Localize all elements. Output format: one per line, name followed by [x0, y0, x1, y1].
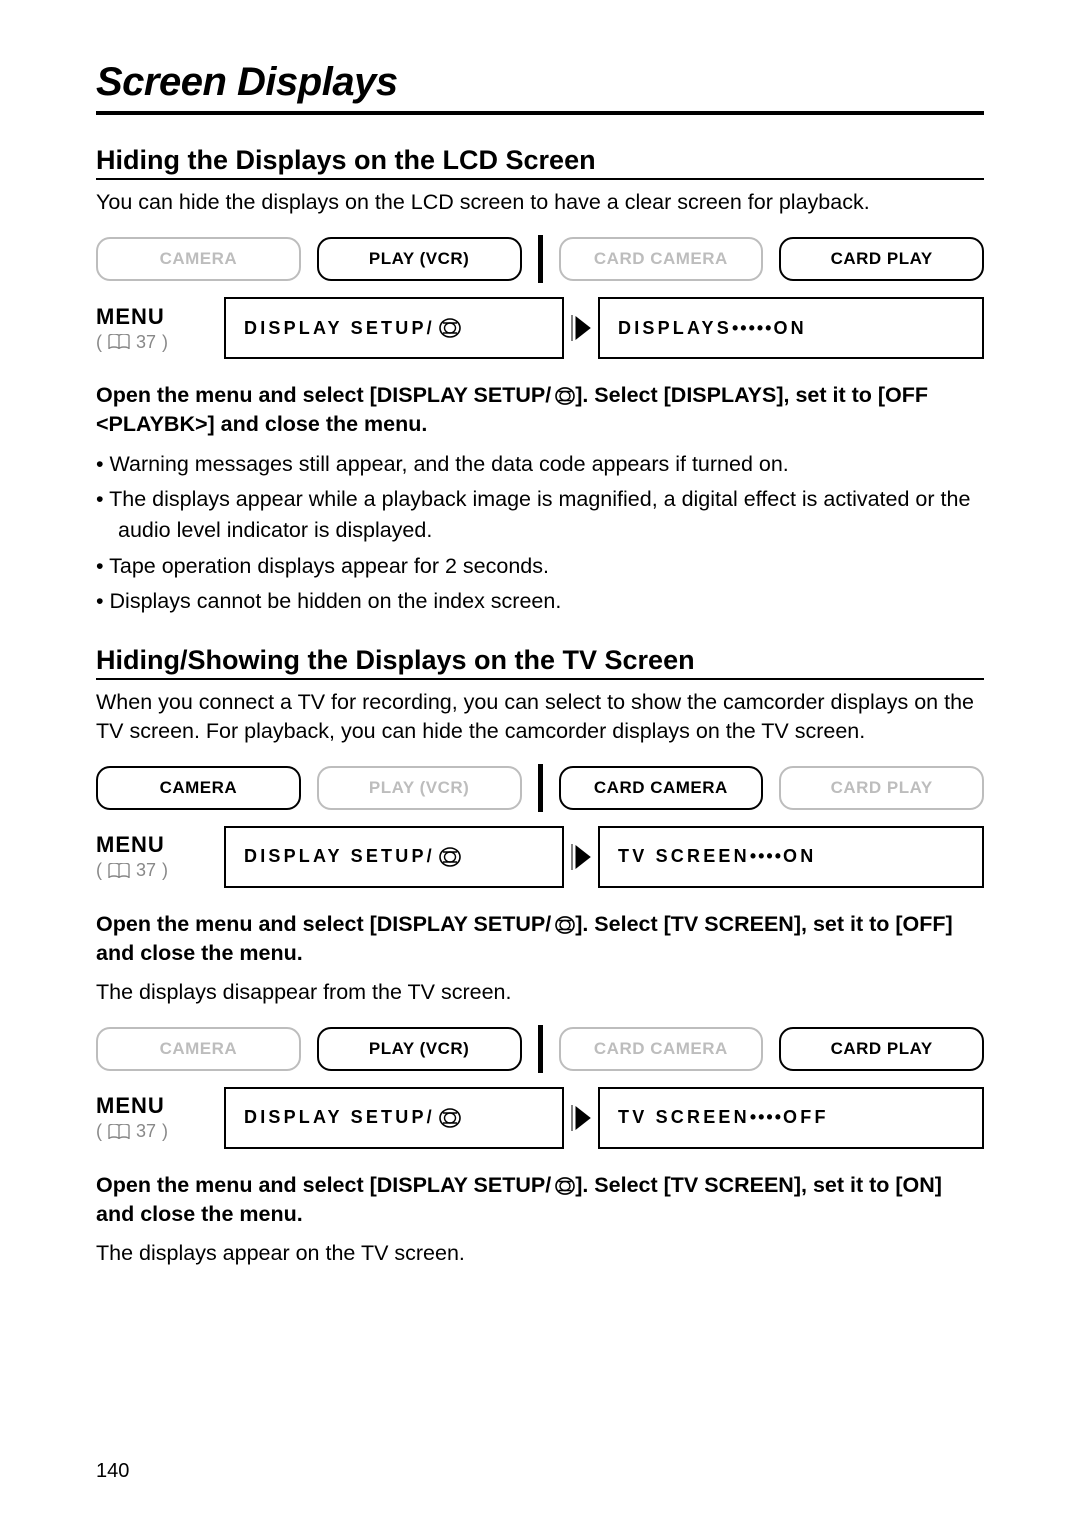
mode-card-camera: CARD CAMERA	[559, 237, 764, 281]
close-paren: )	[162, 332, 168, 353]
list-item: Tape operation displays appear for 2 sec…	[96, 551, 984, 582]
menu-cells: DISPLAY SETUP/ TV SCREEN••••ON	[224, 826, 984, 888]
menu-cell-left: DISPLAY SETUP/	[224, 1087, 564, 1149]
mode-divider	[538, 235, 543, 283]
menu-right-value: ON	[783, 846, 816, 867]
menu-cell-right: TV SCREEN••••OFF	[598, 1087, 984, 1149]
mode-row-2: CAMERA PLAY (VCR) CARD CAMERA CARD PLAY	[96, 764, 984, 812]
mode-camera: CAMERA	[96, 766, 301, 810]
instruction-3: Open the menu and select [DISPLAY SETUP/…	[96, 1171, 984, 1229]
intro-text-lcd: You can hide the displays on the LCD scr…	[96, 188, 984, 217]
display-setup-icon	[439, 318, 461, 338]
mode-camera: CAMERA	[96, 1027, 301, 1071]
book-icon	[108, 863, 130, 879]
open-paren: (	[96, 332, 102, 353]
list-item: Warning messages still appear, and the d…	[96, 449, 984, 480]
menu-block-2: MENU ( 37) DISPLAY SETUP/ TV SCREEN••••O…	[96, 826, 984, 888]
menu-right-key: TV SCREEN	[618, 1107, 750, 1128]
open-paren: (	[96, 1121, 102, 1142]
intro-text-tv: When you connect a TV for recording, you…	[96, 688, 984, 746]
mode-play-vcr: PLAY (VCR)	[317, 237, 522, 281]
mode-play-vcr: PLAY (VCR)	[317, 1027, 522, 1071]
menu-cell-left: DISPLAY SETUP/	[224, 826, 564, 888]
menu-page-ref: ( 37)	[96, 1121, 224, 1142]
menu-arrow-icon	[564, 315, 598, 341]
mode-camera: CAMERA	[96, 237, 301, 281]
instruction-1-pre: Open the menu and select [DISPLAY SETUP/	[96, 383, 551, 407]
menu-right-dots: ••••	[750, 1107, 783, 1128]
menu-page-ref: ( 37)	[96, 332, 224, 353]
menu-cell-left-text: DISPLAY SETUP/	[244, 846, 435, 867]
menu-label: MENU ( 37)	[96, 304, 224, 353]
display-setup-icon	[555, 387, 575, 405]
menu-cell-left: DISPLAY SETUP/	[224, 297, 564, 359]
page-title: Screen Displays	[96, 60, 984, 105]
menu-right-value: OFF	[783, 1107, 829, 1128]
menu-right-dots: ••••	[750, 846, 783, 867]
list-item: Displays cannot be hidden on the index s…	[96, 586, 984, 617]
menu-cell-left-text: DISPLAY SETUP/	[244, 318, 435, 339]
page-ref-number: 37	[136, 1121, 156, 1142]
menu-cell-left-text: DISPLAY SETUP/	[244, 1107, 435, 1128]
display-setup-icon	[555, 916, 575, 934]
menu-label: MENU ( 37)	[96, 832, 224, 881]
menu-right-dots: •••••	[732, 318, 774, 339]
mode-row-3: CAMERA PLAY (VCR) CARD CAMERA CARD PLAY	[96, 1025, 984, 1073]
menu-word: MENU	[96, 304, 224, 330]
mode-card-play: CARD PLAY	[779, 766, 984, 810]
mode-card-play: CARD PLAY	[779, 237, 984, 281]
menu-word: MENU	[96, 832, 224, 858]
display-setup-icon	[439, 847, 461, 867]
page-ref-number: 37	[136, 332, 156, 353]
book-icon	[108, 334, 130, 350]
after-text-2: The displays appear on the TV screen.	[96, 1239, 984, 1268]
page-number: 140	[96, 1460, 129, 1483]
display-setup-icon	[439, 1108, 461, 1128]
menu-block-3: MENU ( 37) DISPLAY SETUP/ TV SCREEN••••O…	[96, 1087, 984, 1149]
menu-right-value: ON	[773, 318, 806, 339]
mode-card-play: CARD PLAY	[779, 1027, 984, 1071]
menu-cells: DISPLAY SETUP/ TV SCREEN••••OFF	[224, 1087, 984, 1149]
menu-arrow-icon	[564, 844, 598, 870]
mode-play-vcr: PLAY (VCR)	[317, 766, 522, 810]
instruction-3-pre: Open the menu and select [DISPLAY SETUP/	[96, 1173, 551, 1197]
instruction-2: Open the menu and select [DISPLAY SETUP/…	[96, 910, 984, 968]
menu-cells: DISPLAY SETUP/ DISPLAYS•••••ON	[224, 297, 984, 359]
section-heading-tv: Hiding/Showing the Displays on the TV Sc…	[96, 645, 984, 680]
menu-cell-right: TV SCREEN••••ON	[598, 826, 984, 888]
mode-row-1: CAMERA PLAY (VCR) CARD CAMERA CARD PLAY	[96, 235, 984, 283]
book-icon	[108, 1124, 130, 1140]
close-paren: )	[162, 1121, 168, 1142]
page-ref-number: 37	[136, 860, 156, 881]
open-paren: (	[96, 860, 102, 881]
instruction-1: Open the menu and select [DISPLAY SETUP/…	[96, 381, 984, 439]
bullet-list-1: Warning messages still appear, and the d…	[96, 449, 984, 617]
list-item: The displays appear while a playback ima…	[96, 484, 984, 546]
mode-divider	[538, 1025, 543, 1073]
menu-cell-right: DISPLAYS•••••ON	[598, 297, 984, 359]
section-heading-lcd: Hiding the Displays on the LCD Screen	[96, 145, 984, 180]
after-text-1: The displays disappear from the TV scree…	[96, 978, 984, 1007]
close-paren: )	[162, 860, 168, 881]
menu-right-key: TV SCREEN	[618, 846, 750, 867]
menu-right-key: DISPLAYS	[618, 318, 732, 339]
menu-label: MENU ( 37)	[96, 1093, 224, 1142]
menu-arrow-icon	[564, 1105, 598, 1131]
mode-card-camera: CARD CAMERA	[559, 1027, 764, 1071]
menu-word: MENU	[96, 1093, 224, 1119]
menu-page-ref: ( 37)	[96, 860, 224, 881]
mode-card-camera: CARD CAMERA	[559, 766, 764, 810]
menu-block-1: MENU ( 37) DISPLAY SETUP/ DISPLAYS•••••O…	[96, 297, 984, 359]
display-setup-icon	[555, 1177, 575, 1195]
instruction-2-pre: Open the menu and select [DISPLAY SETUP/	[96, 912, 551, 936]
title-rule	[96, 111, 984, 115]
mode-divider	[538, 764, 543, 812]
